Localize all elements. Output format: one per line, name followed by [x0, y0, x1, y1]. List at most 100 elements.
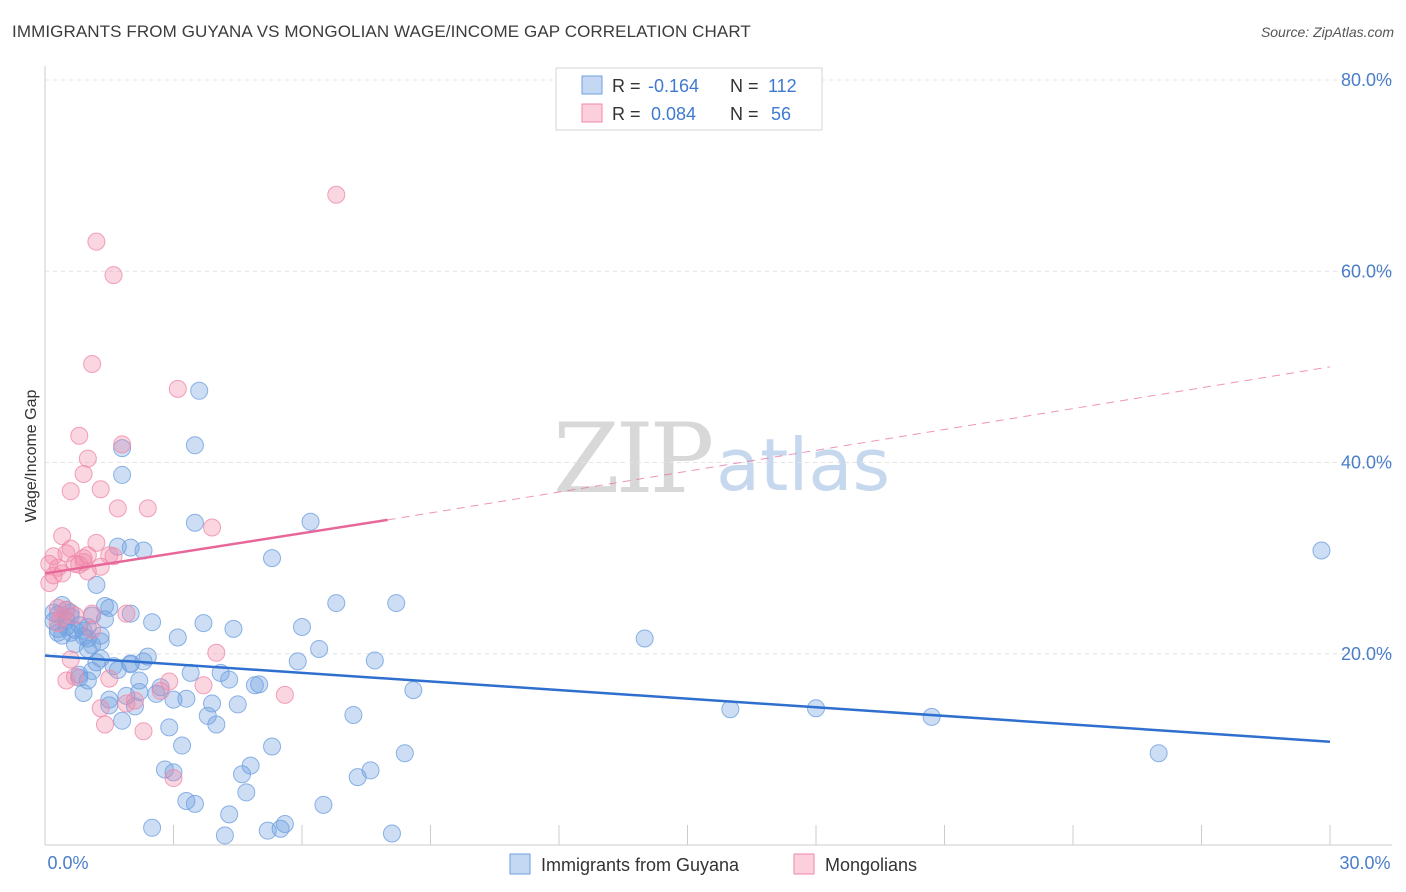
data-point	[263, 737, 282, 756]
y-tick-label: 20.0%	[1341, 644, 1392, 664]
data-point	[387, 594, 406, 613]
data-point	[263, 549, 282, 568]
data-point	[113, 465, 132, 484]
data-point	[365, 651, 384, 670]
data-point	[293, 617, 311, 636]
data-point	[168, 379, 187, 398]
data-point	[207, 643, 226, 662]
data-point	[113, 711, 132, 730]
data-point	[237, 783, 256, 802]
data-point	[203, 518, 222, 537]
data-point	[57, 671, 76, 690]
data-point	[87, 575, 106, 594]
chart-title: IMMIGRANTS FROM GUYANA VS MONGOLIAN WAGE…	[12, 22, 751, 41]
data-point	[185, 513, 204, 532]
data-point	[164, 769, 183, 788]
data-point	[241, 756, 260, 775]
data-point	[83, 604, 102, 623]
data-point	[301, 512, 320, 531]
legend-n-label-guyana: N =	[730, 76, 759, 96]
data-point	[100, 669, 119, 688]
y-axis-label: Wage/Income Gap	[23, 390, 40, 523]
data-point	[173, 736, 192, 755]
trend-line-mongolians-extrapolated	[387, 366, 1331, 521]
data-point	[635, 629, 654, 648]
data-point	[207, 715, 226, 734]
legend-n-value-guyana: 112	[768, 76, 797, 96]
trend-line-mongolians	[44, 518, 388, 575]
data-point	[250, 675, 269, 694]
legend-r-value-guyana: -0.164	[648, 76, 699, 96]
data-point	[91, 699, 110, 718]
data-point	[271, 819, 290, 838]
grid-lines	[45, 79, 1392, 655]
series-legend-swatch-guyana	[509, 853, 531, 875]
series-legend-label-mongolians: Mongolians	[825, 855, 917, 875]
legend-n-value-mongolians: 56	[771, 104, 791, 124]
data-point	[104, 266, 123, 285]
data-point	[203, 694, 222, 713]
data-point	[382, 824, 401, 843]
series-legend: Immigrants from Guyana Mongolians	[509, 853, 917, 875]
data-point	[160, 718, 179, 737]
data-point	[224, 619, 243, 638]
legend-swatch-mongolians	[581, 103, 603, 123]
data-point	[65, 606, 84, 625]
data-point	[327, 185, 346, 204]
data-point	[220, 805, 239, 824]
legend-r-label-guyana: R =	[612, 76, 641, 96]
y-tick-labels: 20.0% 40.0% 60.0% 80.0%	[1341, 70, 1392, 664]
data-point	[185, 436, 204, 455]
series-mongolians-points	[40, 185, 346, 788]
y-tick-label: 80.0%	[1341, 70, 1392, 90]
data-point	[164, 690, 183, 709]
data-point	[721, 700, 740, 719]
source-credit: Source: ZipAtlas.com	[1260, 24, 1394, 40]
data-point	[310, 639, 329, 658]
data-point	[125, 691, 144, 710]
data-point	[228, 695, 247, 714]
data-point	[87, 533, 106, 552]
data-point	[395, 744, 414, 763]
watermark: ZIP atlas	[553, 403, 890, 515]
data-point	[74, 464, 93, 483]
data-point	[151, 678, 170, 697]
x-tick-label-max: 30.0%	[1339, 853, 1390, 873]
data-point	[48, 614, 67, 633]
data-point	[61, 482, 80, 501]
legend-swatch-guyana	[581, 75, 603, 95]
data-point	[113, 439, 132, 458]
y-tick-label: 60.0%	[1341, 261, 1392, 281]
data-point	[143, 613, 162, 632]
trend-line-guyana	[44, 654, 1331, 743]
data-point	[65, 667, 84, 686]
data-point	[100, 598, 119, 617]
legend-r-label-mongolians: R =	[612, 104, 641, 124]
data-point	[121, 604, 140, 623]
data-point	[177, 689, 196, 708]
data-point	[288, 652, 307, 671]
data-point	[168, 628, 187, 647]
data-point	[130, 683, 149, 701]
trend-lines	[44, 366, 1331, 743]
data-point	[108, 499, 127, 518]
data-point	[57, 600, 76, 619]
data-point	[215, 826, 234, 845]
data-point	[143, 818, 162, 837]
watermark-atlas: atlas	[716, 423, 890, 507]
data-point	[83, 355, 102, 374]
x-ticks	[44, 825, 1331, 845]
data-point	[361, 761, 380, 780]
series-legend-label-guyana: Immigrants from Guyana	[541, 855, 740, 875]
legend-r-value-mongolians: 0.084	[651, 104, 696, 124]
data-point	[404, 681, 423, 700]
data-point	[314, 795, 333, 814]
data-point	[53, 564, 72, 583]
data-point	[138, 647, 157, 666]
data-point	[91, 480, 110, 499]
data-point	[344, 705, 363, 724]
data-point	[190, 381, 209, 400]
data-point	[95, 715, 114, 734]
data-point	[70, 426, 89, 445]
